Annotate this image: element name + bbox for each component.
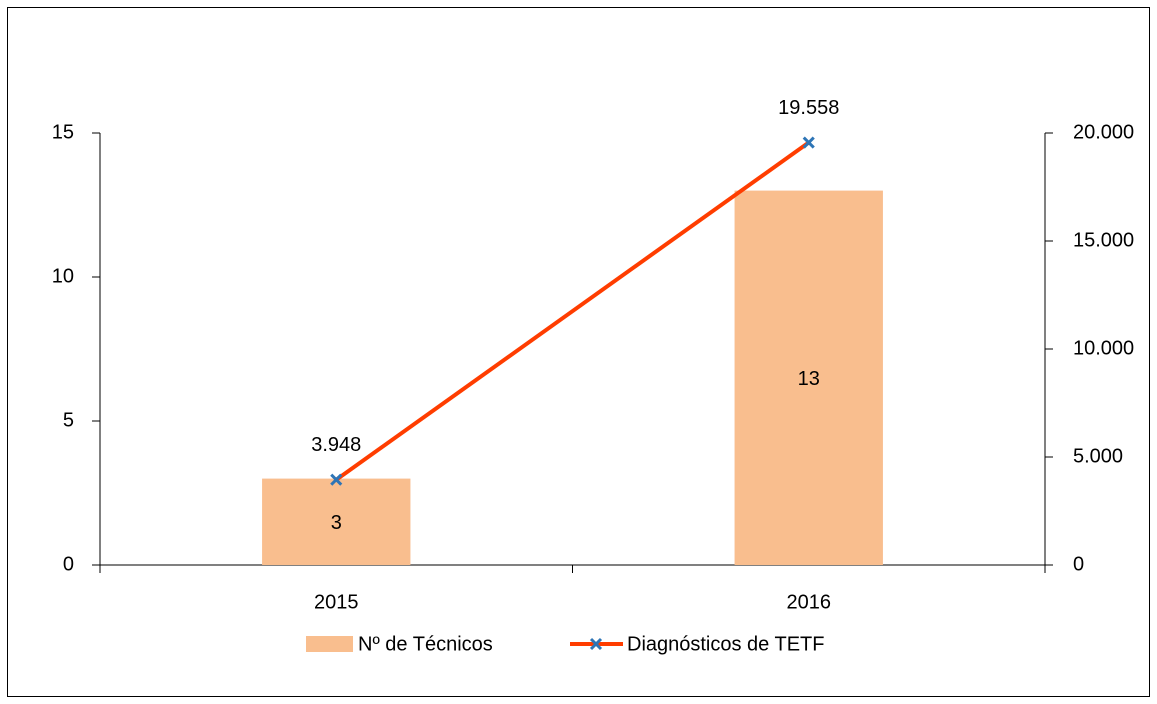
legend-marker xyxy=(589,637,603,651)
legend-label: Nº de Técnicos xyxy=(358,633,493,655)
y-tick-label: 10 xyxy=(52,265,74,287)
chart-border xyxy=(7,7,1150,697)
marker-stroke xyxy=(330,473,343,486)
legend-label: Diagnósticos de TETF xyxy=(627,633,825,655)
y2-tick-label: 15.000 xyxy=(1073,229,1134,251)
line-value-label: 3.948 xyxy=(311,434,361,456)
y-tick-label: 0 xyxy=(63,553,74,575)
legend-swatch xyxy=(306,636,353,652)
bar-value-label: 13 xyxy=(798,368,820,390)
bar-value-label: 3 xyxy=(331,512,342,534)
y2-tick-label: 20.000 xyxy=(1073,121,1134,143)
marker-stroke xyxy=(589,637,603,651)
y2-tick-label: 10.000 xyxy=(1073,337,1134,359)
line-value-label: 19.558 xyxy=(778,97,839,119)
y2-tick-label: 0 xyxy=(1073,553,1084,575)
y2-tick-label: 5.000 xyxy=(1073,445,1123,467)
marker-stroke xyxy=(802,136,815,149)
line-marker xyxy=(802,136,815,149)
line-marker xyxy=(330,473,343,486)
y-tick-label: 15 xyxy=(52,121,74,143)
x-tick-label: 2016 xyxy=(787,591,832,613)
bar xyxy=(262,478,411,565)
y-tick-label: 5 xyxy=(63,409,74,431)
bar xyxy=(734,190,883,565)
line xyxy=(335,140,810,482)
x-tick-label: 2015 xyxy=(314,591,359,613)
